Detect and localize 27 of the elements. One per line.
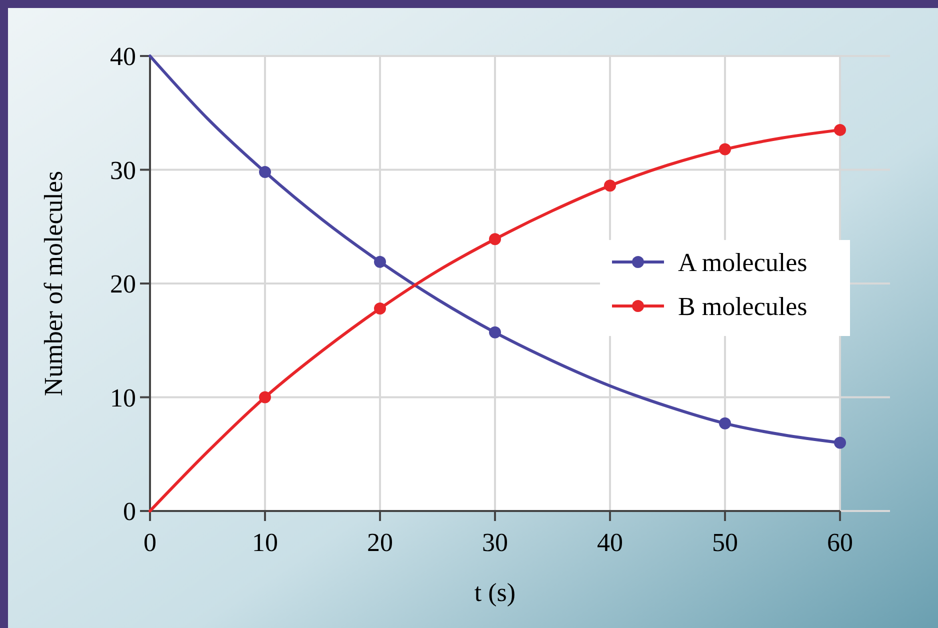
point <box>259 391 271 404</box>
point <box>489 326 501 338</box>
y-tick-label: 20 <box>110 270 136 299</box>
y-axis-title: Number of molecules <box>39 170 68 396</box>
x-axis-title: t (s) <box>474 578 516 607</box>
y-tick-label: 40 <box>110 42 136 72</box>
legend-label: A molecules <box>678 248 808 278</box>
point <box>719 143 731 156</box>
x-tick-label: 20 <box>367 528 393 557</box>
x-tick-label: 40 <box>597 528 623 557</box>
point <box>259 166 271 178</box>
point <box>604 180 616 192</box>
point <box>834 436 846 449</box>
x-tick-label: 10 <box>252 528 278 557</box>
point <box>374 256 386 268</box>
point <box>719 417 731 430</box>
y-tick-label: 10 <box>110 383 136 412</box>
x-tick-label: 30 <box>482 528 508 557</box>
x-tick-label: 0 <box>144 528 156 557</box>
y-tick-label: 30 <box>110 156 136 185</box>
point <box>489 233 501 246</box>
legend-label: B molecules <box>678 292 808 322</box>
y-tick-label: 0 <box>123 497 136 526</box>
point <box>374 302 386 315</box>
x-tick-label: 50 <box>712 528 738 557</box>
point <box>834 124 846 136</box>
x-tick-label: 60 <box>827 528 853 557</box>
